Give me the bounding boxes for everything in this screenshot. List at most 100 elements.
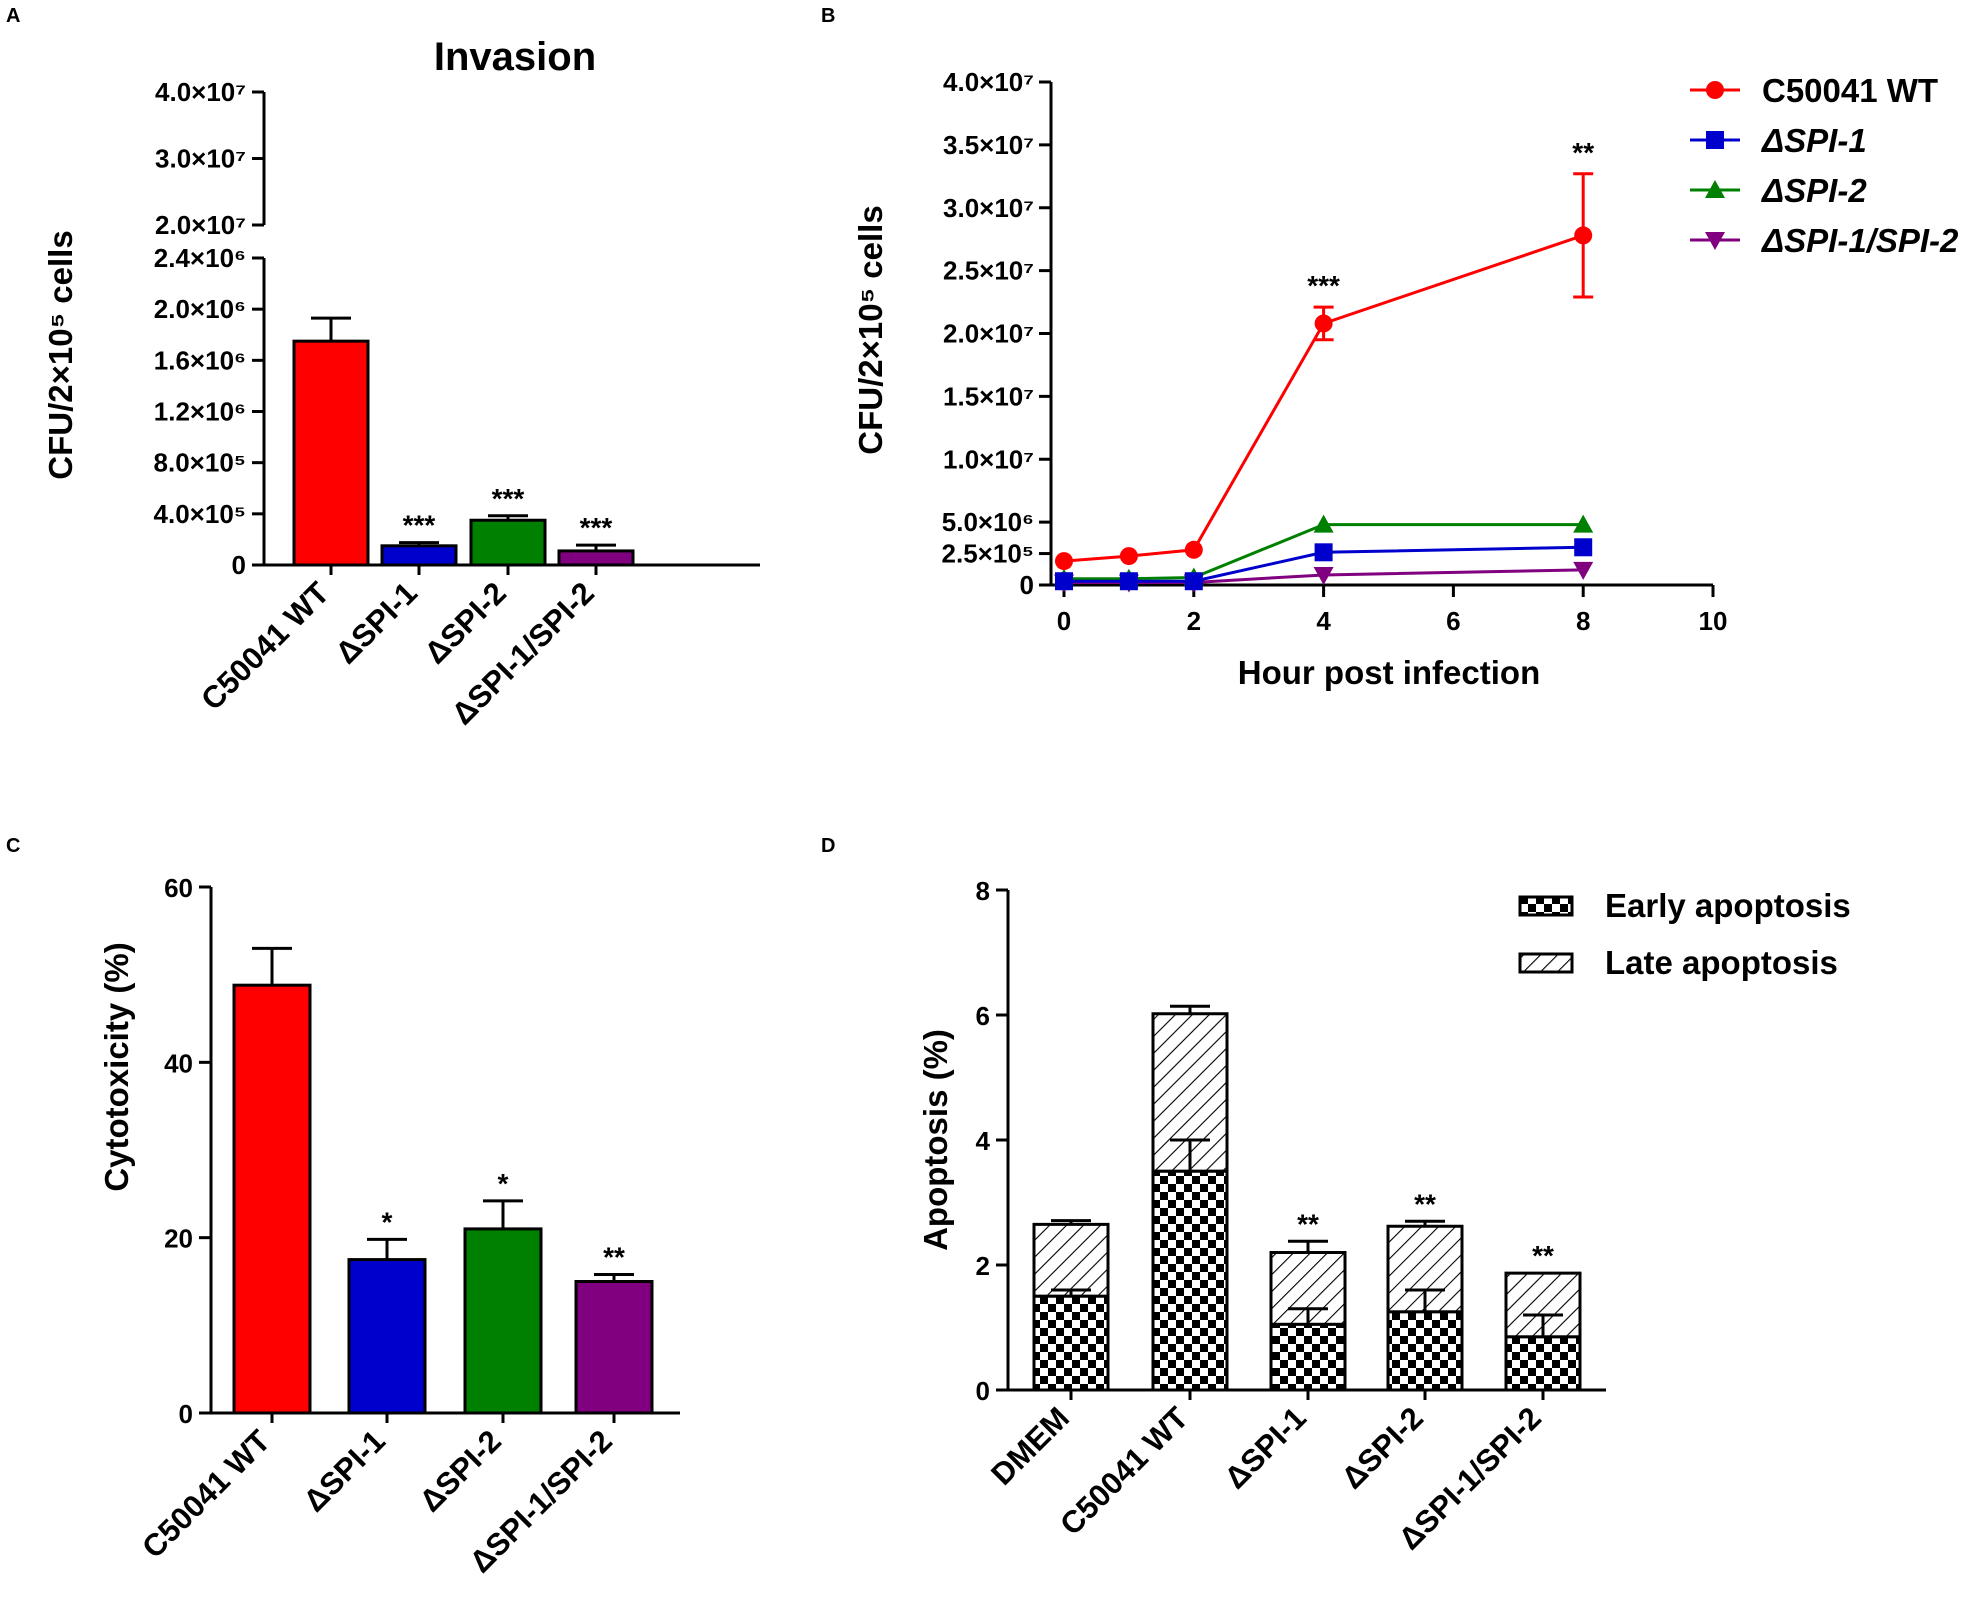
panel-a-y-tick-label: 1.6×10⁶	[154, 345, 246, 375]
panel-b-point-spi-1	[1055, 572, 1073, 591]
panel-d-legend-swatch	[1518, 895, 1574, 917]
panel-b-significance: ***	[1307, 270, 1340, 301]
panel-b-y-tick-label: 2.5×10⁵	[942, 539, 1034, 569]
panel-b-point-spi-1	[1574, 538, 1593, 557]
panel-d-legend-label: Early apoptosis	[1605, 887, 1851, 924]
panel-a-y-axis-label: CFU/2×10⁵ cells	[42, 230, 79, 479]
panel-d-bar-early-spi-1-spi-2	[1504, 1335, 1582, 1392]
panel-c-y-tick-label: 60	[164, 873, 193, 903]
panel-d-bar-late-dmem	[1032, 1222, 1110, 1298]
panel-d-significance: **	[1297, 1208, 1319, 1239]
panel-b-y-tick-label: 0	[1020, 570, 1034, 600]
panel-b-x-tick-label: 6	[1446, 606, 1460, 636]
panel-b-y-tick-label: 1.0×10⁷	[943, 444, 1034, 474]
panel-a-y-tick-label-upper: 3.0×10⁷	[155, 144, 246, 174]
panel-b-point-spi-1	[1184, 572, 1203, 591]
panel-c-significance: *	[382, 1206, 393, 1237]
panel-b-x-axis-label: Hour post infection	[1238, 654, 1540, 691]
panel-a-y-tick-label-upper: 4.0×10⁷	[155, 77, 246, 107]
panel-d-significance: **	[1532, 1240, 1554, 1271]
panel-b-legend-marker	[1705, 232, 1725, 250]
panel-b-y-tick-label: 3.0×10⁷	[943, 193, 1034, 223]
panel-b-x-tick-label: 4	[1316, 606, 1331, 636]
panel-b-series-spi-1	[1055, 538, 1593, 591]
panel-b-point-spi-1-spi-2	[1573, 561, 1594, 580]
panel-b-y-tick-label: 3.5×10⁷	[943, 130, 1034, 160]
panel-d-bar-early-spi-1	[1269, 1322, 1347, 1392]
panel-d-legend-swatch	[1518, 952, 1574, 974]
panel-d-bar-late-spi-2	[1386, 1224, 1464, 1314]
panel-b-legend-label: C50041 WT	[1762, 72, 1938, 109]
panel-d-category-label: ΔSPI-1	[1218, 1400, 1313, 1495]
panel-c-bar-c50041-wt	[232, 983, 312, 1415]
panel-b-significance: **	[1572, 137, 1594, 168]
panel-a-bar-spi-2	[469, 518, 547, 567]
panel-a-bar-c50041-wt	[292, 339, 370, 567]
panel-a-significance: ***	[580, 512, 613, 543]
panel-b-point-c50041-wt	[1314, 314, 1333, 333]
panel-b-legend-marker	[1706, 81, 1724, 99]
panel-d-bar-early-c50041-wt	[1151, 1169, 1229, 1392]
panel-b-legend-marker	[1706, 131, 1724, 149]
panel-d-y-tick-label: 8	[976, 876, 990, 906]
panel-d-y-axis-label: Apoptosis (%)	[917, 1029, 954, 1251]
panel-b-legend-label: ΔSPI-1/SPI-2	[1760, 222, 1959, 259]
panel-d-significance: **	[1414, 1188, 1436, 1219]
panel-d-y-tick-label: 4	[976, 1126, 991, 1156]
panel-a-significance: ***	[492, 483, 525, 514]
panel-b-point-c50041-wt	[1055, 552, 1073, 571]
panel-a-y-tick-label: 2.4×10⁶	[154, 243, 246, 273]
panel-b-legend-label: ΔSPI-1	[1760, 122, 1867, 159]
panel-a-category-label: C50041 WT	[194, 575, 336, 717]
panel-a-invasion-chart: Invasion CFU/2×10⁵ cells 2.0×10⁷ 3.0×10⁷ 4…	[42, 35, 760, 731]
panel-b-y-tick-label: 5.0×10⁶	[942, 507, 1034, 537]
panel-c-y-axis-label: Cytotoxicity (%)	[98, 942, 135, 1191]
panel-d-bar-early-spi-2	[1386, 1310, 1464, 1392]
panel-c-significance: *	[498, 1168, 509, 1199]
panel-letter-b: B	[821, 5, 835, 27]
panel-c-y-tick-label: 0	[179, 1399, 193, 1429]
panel-a-y-tick-label: 2.0×10⁶	[154, 294, 246, 324]
panel-c-bar-spi-1	[347, 1258, 427, 1415]
panel-letter-d: D	[821, 835, 835, 857]
panel-b-x-tick-label: 8	[1576, 606, 1590, 636]
panel-a-title: Invasion	[434, 35, 596, 79]
panel-b-point-c50041-wt	[1119, 547, 1138, 566]
panel-b-series-c50041-wt	[1055, 172, 1594, 571]
panel-b-point-spi-2	[1573, 514, 1594, 533]
panel-b-y-tick-label: 4.0×10⁷	[943, 67, 1034, 97]
panel-b-point-c50041-wt	[1574, 226, 1593, 245]
panel-d-bar-early-dmem	[1032, 1294, 1110, 1392]
panel-a-y-tick-label-upper: 2.0×10⁷	[155, 210, 246, 240]
panel-b-legend-label: ΔSPI-2	[1760, 172, 1867, 209]
panel-d-y-tick-label: 0	[976, 1376, 990, 1406]
panel-d-category-label: C50041 WT	[1053, 1400, 1195, 1542]
panel-c-significance: **	[603, 1241, 625, 1272]
panel-c-category-label: ΔSPI-2	[413, 1423, 508, 1518]
panel-b-point-spi-1	[1314, 543, 1333, 562]
panel-d-legend-label: Late apoptosis	[1605, 944, 1838, 981]
panel-c-y-tick-label: 40	[164, 1048, 193, 1078]
panel-a-bar-spi-1-spi-2	[557, 549, 635, 567]
panel-b-point-spi-2	[1313, 514, 1334, 533]
panel-c-bar-spi-1-spi-2	[574, 1280, 654, 1415]
panel-b-x-tick-label: 2	[1187, 606, 1201, 636]
panel-b-y-axis-label: CFU/2×10⁵ cells	[852, 205, 889, 454]
panel-a-y-tick-label: 1.2×10⁶	[154, 397, 246, 427]
panel-a-y-tick-label: 0	[232, 550, 246, 580]
panel-b-x-tick-label: 0	[1057, 606, 1071, 636]
panel-letter-c: C	[6, 835, 20, 857]
panel-b-y-tick-label: 1.5×10⁷	[943, 381, 1034, 411]
panel-b-point-spi-1-spi-2	[1313, 566, 1334, 585]
panel-letter-a: A	[6, 5, 20, 27]
panel-d-y-tick-label: 2	[976, 1251, 990, 1281]
panel-b-legend-marker	[1705, 180, 1725, 198]
panel-d-y-tick-label: 6	[976, 1001, 990, 1031]
panel-c-y-tick-label: 20	[164, 1224, 193, 1254]
panel-c-category-label: C50041 WT	[135, 1423, 277, 1565]
panel-c-category-label: ΔSPI-1	[297, 1423, 392, 1518]
panel-a-category-label: ΔSPI-1	[329, 575, 424, 670]
panel-b-point-spi-1	[1119, 572, 1138, 591]
